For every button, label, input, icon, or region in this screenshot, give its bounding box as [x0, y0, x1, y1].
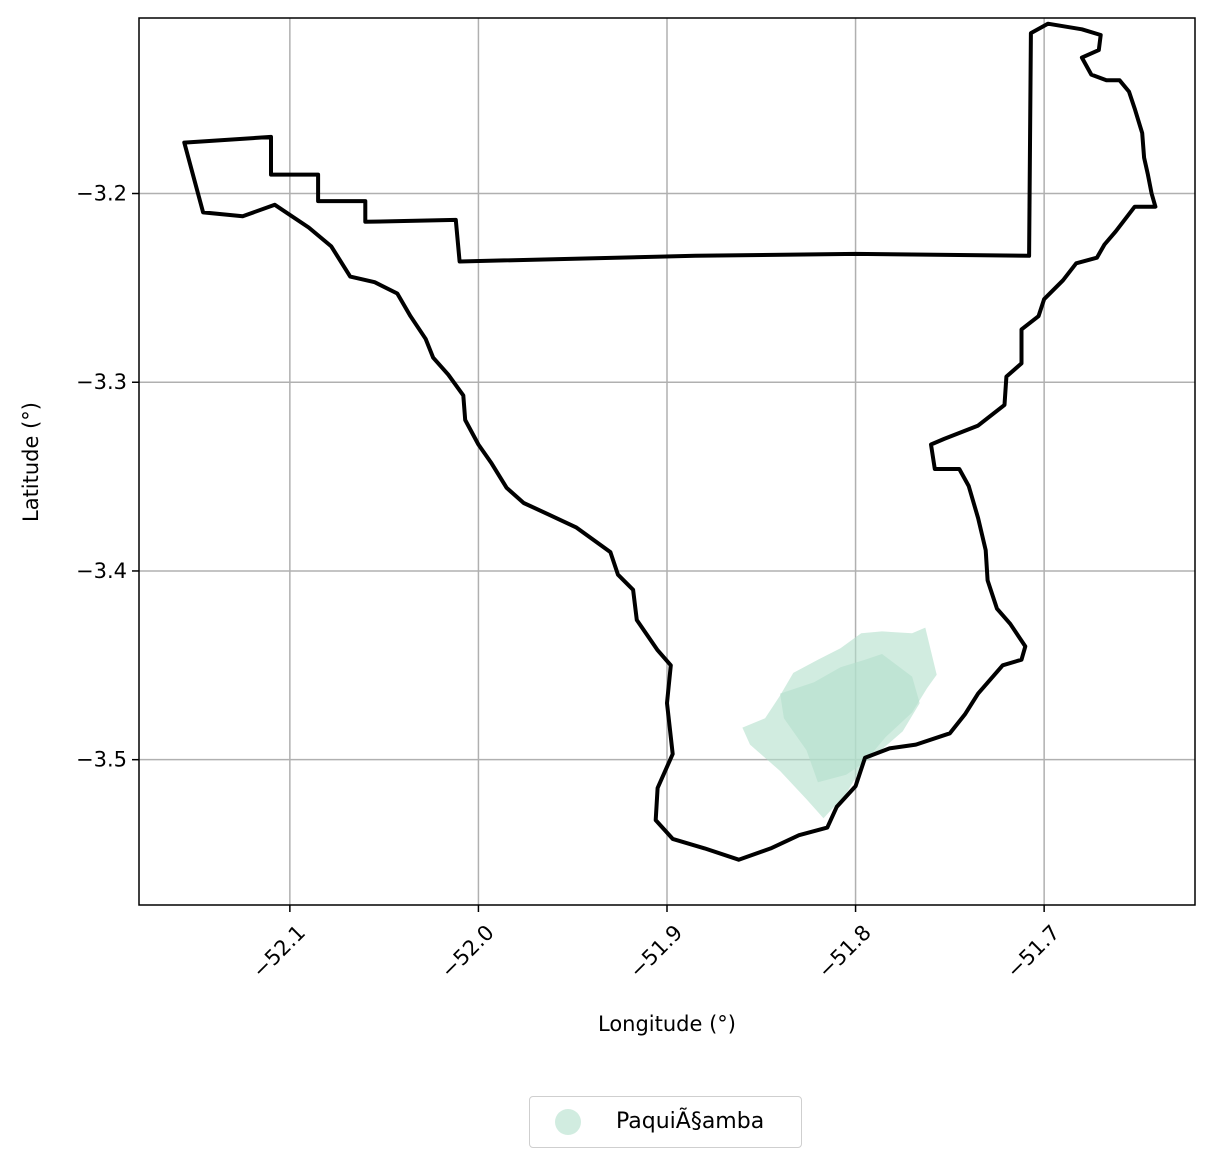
y-tick-label: −3.4	[76, 559, 127, 583]
y-tick-label: −3.5	[76, 748, 127, 772]
legend-label: PaquiÃ§amba	[616, 1109, 765, 1134]
y-tick-label: −3.3	[76, 370, 127, 394]
x-tick-label: −51.8	[813, 920, 875, 982]
region-polygon	[780, 654, 920, 783]
x-tick-label: −51.9	[625, 920, 687, 982]
x-tick-label: −52.0	[436, 920, 498, 982]
municipality-boundary	[182, 21, 1158, 862]
legend: PaquiÃ§amba	[529, 1096, 802, 1148]
boundary-layer	[182, 21, 1158, 862]
y-axis-label: Latitude (°)	[19, 402, 43, 522]
x-tick-label: −52.1	[248, 920, 310, 982]
legend-marker-icon	[555, 1109, 581, 1135]
y-tick-label: −3.2	[76, 182, 127, 206]
region-layer	[742, 627, 937, 819]
x-tick-label: −51.7	[1002, 920, 1064, 982]
tick-layer: −52.1 −52.0 −51.9 −51.8 −51.7 −3.2 −3.3 −3.4 −3.…	[76, 182, 1064, 983]
grid-lines	[139, 18, 1195, 905]
x-axis-label: Longitude (°)	[598, 1012, 736, 1036]
